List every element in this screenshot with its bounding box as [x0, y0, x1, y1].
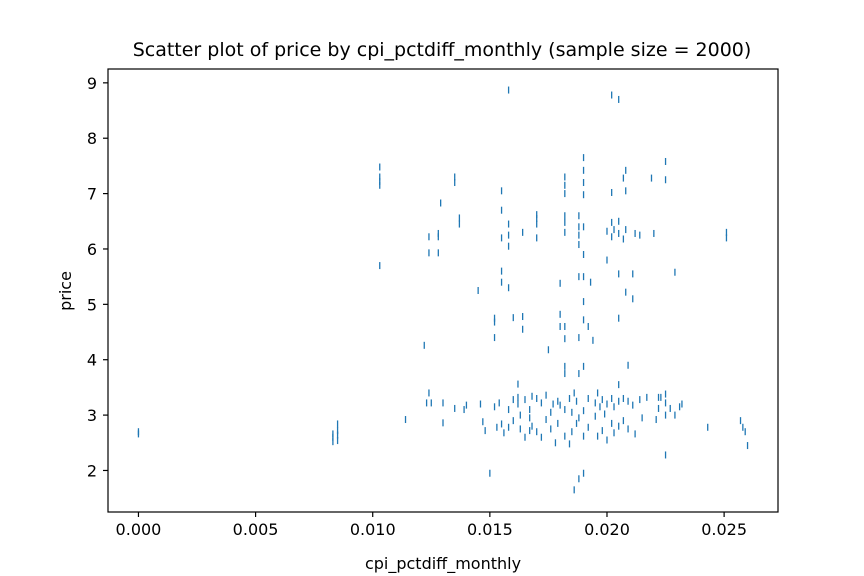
- y-axis: 2 3 4 5 6 7 8 9: [87, 74, 108, 480]
- plot-frame: [107, 68, 779, 513]
- x-tick-label: 0.025: [701, 520, 747, 539]
- x-axis: 0.000 0.005 0.010 0.015 0.020 0.025: [116, 512, 747, 539]
- y-tick-label: 4: [87, 351, 97, 370]
- data-points: [137, 86, 749, 494]
- x-tick-label: 0.000: [116, 520, 162, 539]
- x-axis-label: cpi_pctdiff_monthly: [365, 554, 521, 574]
- y-axis-label: price: [56, 271, 75, 311]
- chart-title: Scatter plot of price by cpi_pctdiff_mon…: [133, 39, 752, 61]
- y-tick-label: 9: [87, 74, 97, 93]
- y-tick-label: 2: [87, 461, 97, 480]
- x-tick-label: 0.020: [584, 520, 630, 539]
- y-tick-label: 7: [87, 185, 97, 204]
- y-tick-label: 6: [87, 240, 97, 259]
- y-tick-label: 8: [87, 129, 97, 148]
- y-tick-label: 5: [87, 295, 97, 314]
- y-tick-label: 3: [87, 406, 97, 425]
- x-tick-label: 0.015: [467, 520, 513, 539]
- x-tick-label: 0.010: [350, 520, 396, 539]
- x-tick-label: 0.005: [233, 520, 279, 539]
